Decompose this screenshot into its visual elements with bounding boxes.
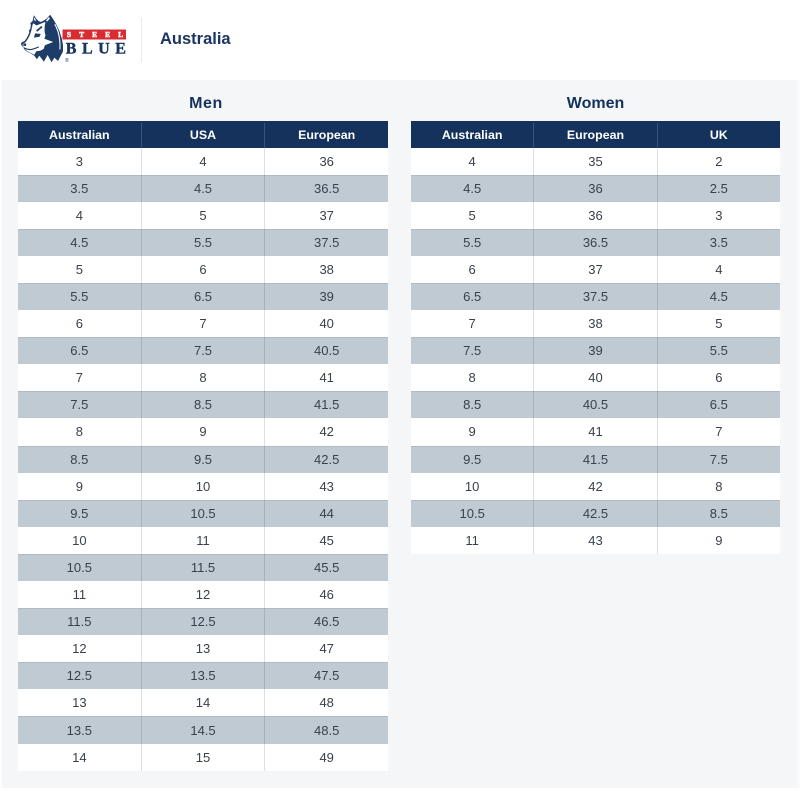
svg-text:STEEL: STEEL [67,30,130,39]
svg-text:BLUE: BLUE [66,40,130,57]
svg-text:®: ® [65,57,69,64]
